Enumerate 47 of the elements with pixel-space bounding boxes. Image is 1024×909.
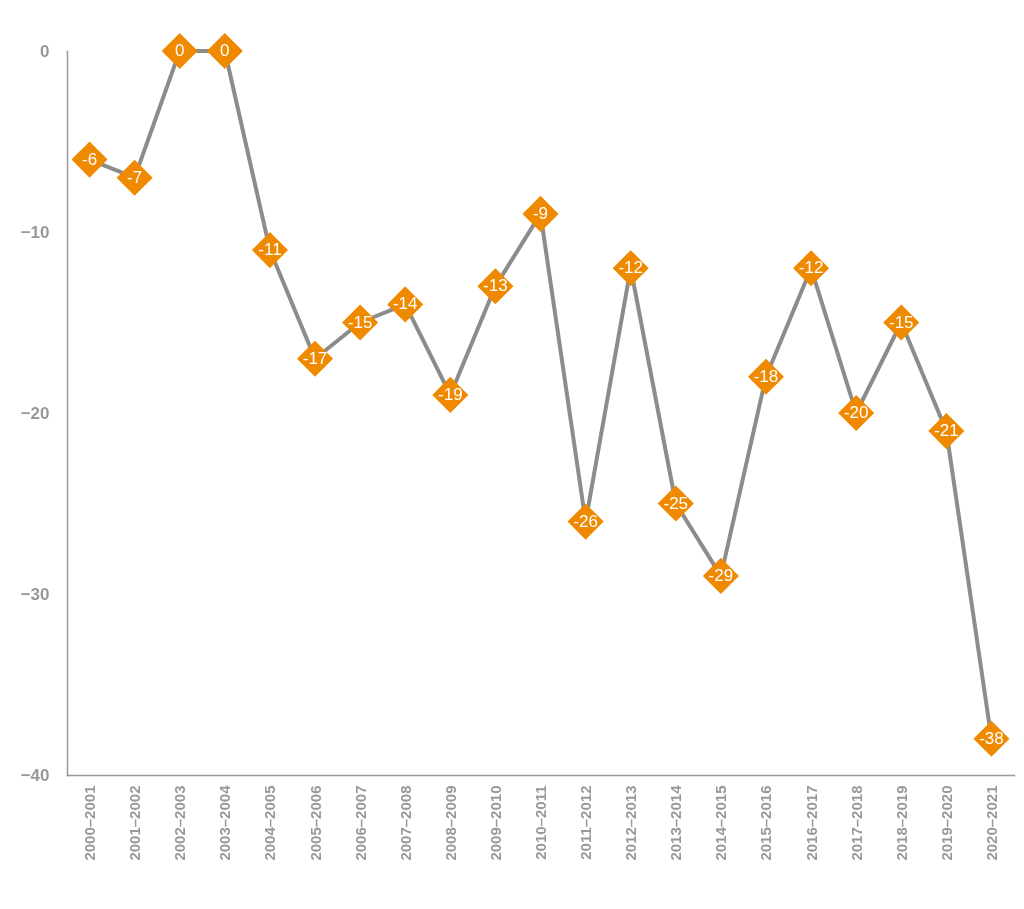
x-tick-label: 2003–2004 — [216, 784, 234, 861]
data-label: -20 — [843, 403, 869, 422]
y-tick-label: −20 — [20, 403, 50, 423]
x-tick-label: 2011–2012 — [577, 785, 595, 860]
data-label: -12 — [798, 258, 824, 278]
y-tick-label: −30 — [20, 584, 50, 604]
data-label: -17 — [302, 348, 328, 368]
x-tick-label: 2014–2015 — [712, 785, 730, 861]
y-tick-label: 0 — [40, 41, 50, 61]
x-tick-label: 2002–2003 — [171, 785, 189, 861]
x-tick-label: 2012–2013 — [622, 785, 640, 861]
data-label: 0 — [220, 41, 230, 60]
x-tick-label: 2020–2021 — [982, 785, 1000, 861]
data-label: -21 — [934, 421, 959, 441]
data-label: -29 — [708, 565, 734, 585]
data-label: -9 — [532, 203, 549, 223]
data-label: -14 — [392, 294, 418, 314]
data-label: -12 — [618, 258, 643, 278]
data-label: -15 — [347, 312, 373, 332]
x-tick-label: 2013–2014 — [667, 784, 685, 861]
data-label: -26 — [573, 511, 598, 531]
x-tick-label: 2015–2016 — [757, 785, 775, 861]
data-label: -25 — [663, 493, 689, 513]
x-tick-label: 2004–2005 — [261, 785, 279, 861]
data-label: -15 — [888, 312, 914, 332]
x-tick-label: 2010–2011 — [532, 785, 549, 860]
data-label: -7 — [127, 167, 143, 187]
x-tick-label: 2016–2017 — [802, 785, 820, 861]
data-label: -6 — [81, 149, 98, 169]
x-tick-label: 2008–2009 — [441, 785, 459, 861]
data-label: -19 — [438, 384, 463, 404]
x-tick-label: 2000–2001 — [81, 785, 99, 861]
x-tick-label: 2006–2007 — [351, 785, 369, 861]
data-label: -18 — [753, 366, 779, 386]
data-label: -11 — [258, 240, 282, 260]
x-tick-label: 2007–2008 — [396, 785, 414, 861]
data-label: -38 — [979, 728, 1004, 748]
x-tick-label: 2018–2019 — [892, 785, 910, 861]
x-tick-label: 2009–2010 — [486, 785, 504, 861]
y-tick-label: −40 — [20, 765, 50, 785]
x-tick-label: 2017–2018 — [847, 785, 865, 861]
data-label: -13 — [483, 276, 508, 296]
data-label: 0 — [175, 41, 185, 60]
x-tick-label: 2001–2002 — [126, 785, 144, 861]
x-tick-label: 2019–2020 — [937, 785, 955, 861]
y-tick-label: −10 — [20, 222, 50, 242]
x-tick-label: 2005–2006 — [306, 785, 324, 861]
